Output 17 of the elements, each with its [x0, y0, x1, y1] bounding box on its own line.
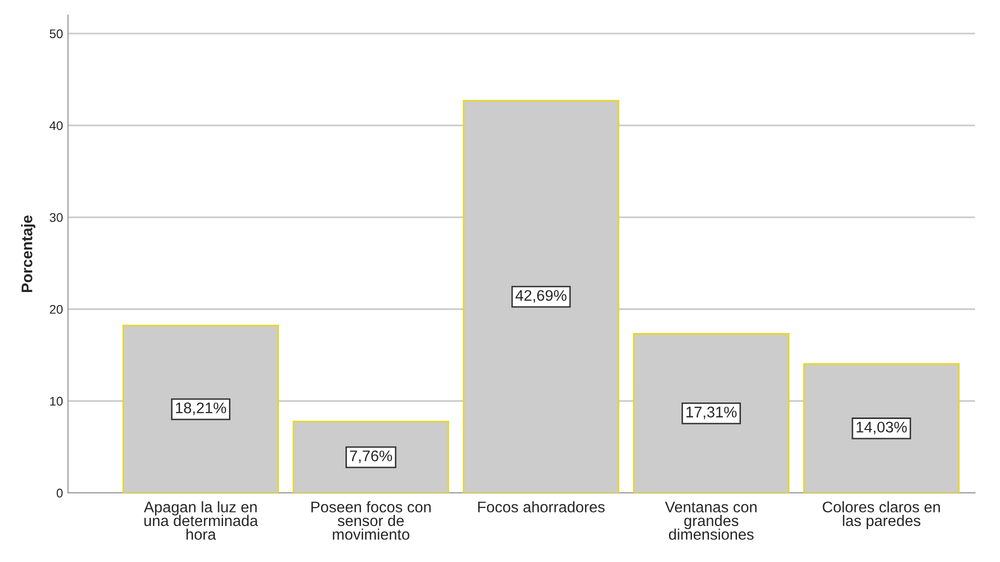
y-tick-label: 0: [56, 488, 63, 498]
y-tick-label: 50: [50, 29, 63, 38]
y-tick-label: 20: [50, 304, 63, 314]
y-tick-label: 10: [50, 396, 63, 406]
x-tick-label: Poseen focos con sensor de movimiento: [311, 501, 431, 540]
x-tick-label: Ventanas con grandes dimensiones: [665, 502, 757, 540]
data-label: 42,69%: [516, 290, 566, 303]
data-label: 17,31%: [686, 406, 737, 420]
data-label: 7,76%: [350, 450, 392, 464]
data-label: 18,21%: [176, 402, 226, 416]
y-tick-label: 30: [50, 213, 63, 222]
x-tick-label: Colores claros en las paredes: [822, 501, 940, 530]
x-tick-label: Apagan la luz en una determinada hora: [144, 501, 258, 540]
data-label: 14,03%: [856, 422, 907, 434]
x-tick-label: Focos ahorradores: [478, 501, 605, 512]
y-tick-label: 40: [50, 121, 63, 130]
y-axis-title: Porcentaje: [21, 215, 36, 292]
